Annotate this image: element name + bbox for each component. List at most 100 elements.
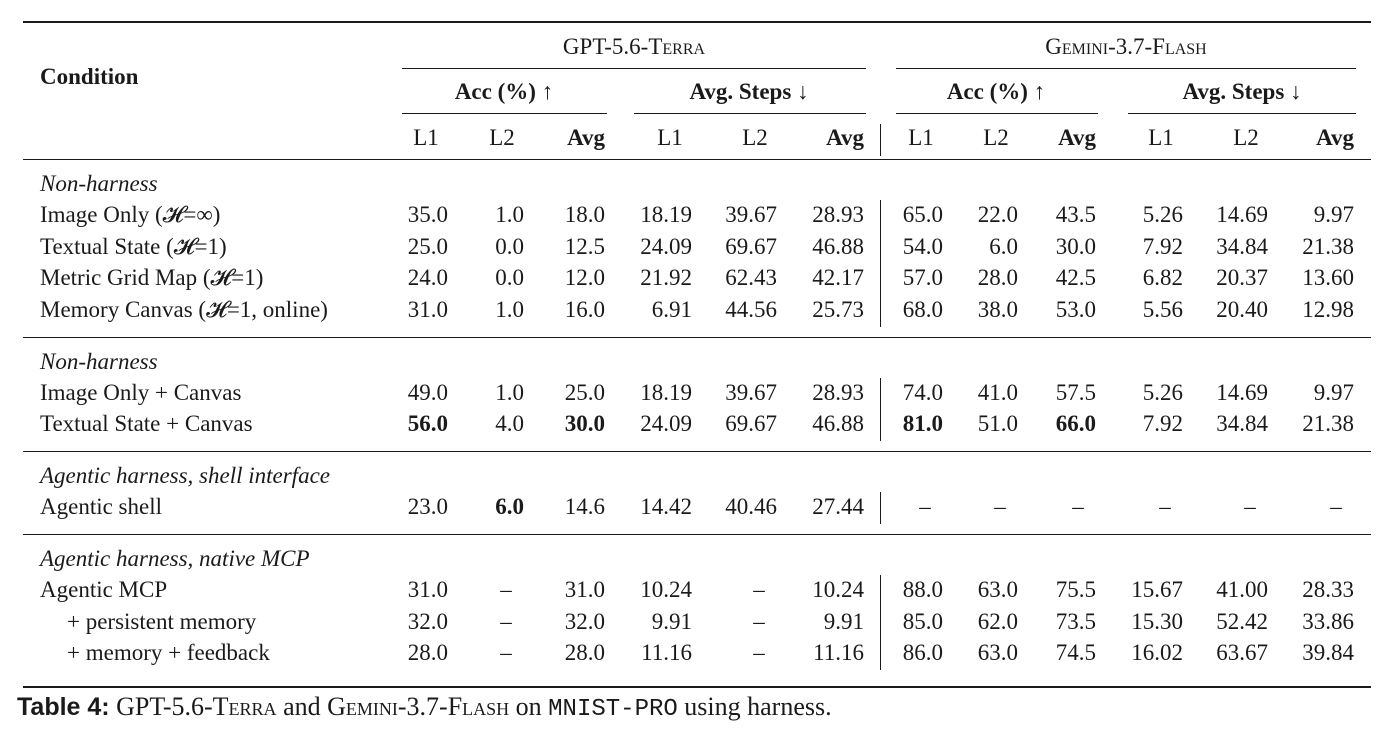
table-cell: 21.92 [640,265,692,290]
table-cell: 18.19 [640,202,692,227]
column-label: Avg [1058,125,1096,150]
table-cell: – [994,494,1006,519]
table-cell: – [500,640,512,665]
row-label: + persistent memory [67,608,257,634]
model-header: GPT-5.6-Terra [562,34,706,59]
table-cell: 38.0 [977,296,1018,322]
caption-label: Table 4: [17,693,110,721]
caption-rest: using harness. [684,692,832,721]
section-title: Agentic harness, shell interface [40,463,330,488]
row-label: Memory Canvas (𝓗=1, online) [40,296,328,322]
metric-rule [634,113,866,114]
table-cell: 14.42 [640,494,692,519]
table-cell: 22.0 [977,202,1018,227]
section-rule [23,534,1371,535]
table-cell: – [753,640,765,665]
table-cell: 1.0 [495,296,524,322]
table-cell: 23.0 [407,494,448,519]
table-cell: 21.38 [1302,233,1354,259]
table-cell: 30.0 [564,411,605,436]
column-label: Avg [567,125,605,150]
table-cell: 28.0 [407,640,448,665]
table-cell: 63.0 [977,640,1018,665]
condition-header: Condition [40,64,139,89]
table-cell: 40.46 [725,494,777,519]
table-cell: 73.5 [1055,608,1096,634]
table-cell: 56.0 [407,411,448,436]
metric-header: Avg. Steps ↓ [1182,79,1302,104]
table-cell: 33.86 [1302,608,1354,634]
table-cell: 35.0 [407,202,448,227]
row-label: + memory + feedback [67,640,270,665]
table-cell: 39.84 [1302,640,1354,665]
column-label: L1 [413,125,439,150]
table-cell: 31.0 [407,577,448,602]
row-label: Image Only + Canvas [40,379,242,405]
section-rule [23,336,1371,338]
table-cell: 1.0 [495,379,524,405]
table-cell: – [1330,494,1342,519]
model-divider [880,575,881,670]
table-cell: 42.17 [812,265,864,290]
table-cell: 7.92 [1142,233,1183,259]
metric-rule [402,113,607,114]
table-cell: 13.60 [1302,265,1354,290]
model-a-rule [402,68,866,69]
table-cell: – [1244,494,1256,519]
table-cell: 5.56 [1142,296,1183,322]
table-cell: 75.5 [1055,577,1096,602]
table-cell: 12.5 [564,233,605,259]
column-label: L2 [489,125,515,150]
row-label: Textual State + Canvas [40,411,253,436]
table-cell: 41.0 [977,379,1018,405]
table-cell: 6.91 [651,296,692,322]
section-title: Agentic harness, native MCP [40,546,310,571]
row-label: Image Only (𝓗=∞) [40,202,221,227]
table-cell: 39.67 [725,202,777,227]
table-cell: 85.0 [902,608,943,634]
table-cell: – [1072,494,1084,519]
table-cell: – [919,494,931,519]
table-cell: 74.5 [1055,640,1096,665]
table-cell: 11.16 [813,640,864,665]
table-cell: 5.26 [1142,379,1183,405]
row-label: Metric Grid Map (𝓗=1) [40,265,264,290]
caption-dataset: MNIST-PRO [548,696,678,723]
table-cell: 6.82 [1142,265,1183,290]
table-cell: 9.97 [1313,379,1354,405]
table-cell: 41.00 [1216,577,1268,602]
table-cell: 42.5 [1055,265,1096,290]
table-cell: 4.0 [495,411,524,436]
table-cell: 21.38 [1302,411,1354,436]
table-cell: 53.0 [1055,296,1096,322]
table-cell: 44.56 [725,296,777,322]
table-cell: 27.44 [812,494,864,519]
row-label: Textual State (𝓗=1) [40,233,227,259]
table-cell: 9.97 [1313,202,1354,227]
table-cell: 28.93 [812,202,864,227]
column-label: Avg [826,125,864,150]
table-cell: – [753,577,765,602]
table-cell: 32.0 [564,608,605,634]
model-b-rule [896,68,1356,69]
table-cell: 9.91 [823,608,864,634]
section-title: Non-harness [40,348,158,374]
table-cell: 24.0 [407,265,448,290]
table-bottom-rule [23,686,1371,688]
table-cell: 51.0 [977,411,1018,436]
metric-header: Avg. Steps ↓ [689,79,809,104]
model-divider [880,492,881,524]
table-cell: 30.0 [1055,233,1096,259]
table-cell: 28.33 [1302,577,1354,602]
model-divider [880,124,881,156]
metric-rule [1128,113,1356,114]
table-cell: 24.09 [640,411,692,436]
model-header: Gemini-3.7-Flash [1045,34,1207,59]
table-cell: 1.0 [495,202,524,227]
table-cell: 25.0 [407,233,448,259]
table-top-rule [23,21,1371,23]
table-cell: 0.0 [495,233,524,259]
table-cell: 11.16 [641,640,692,665]
table-cell: 0.0 [495,265,524,290]
table-cell: 14.69 [1216,379,1268,405]
